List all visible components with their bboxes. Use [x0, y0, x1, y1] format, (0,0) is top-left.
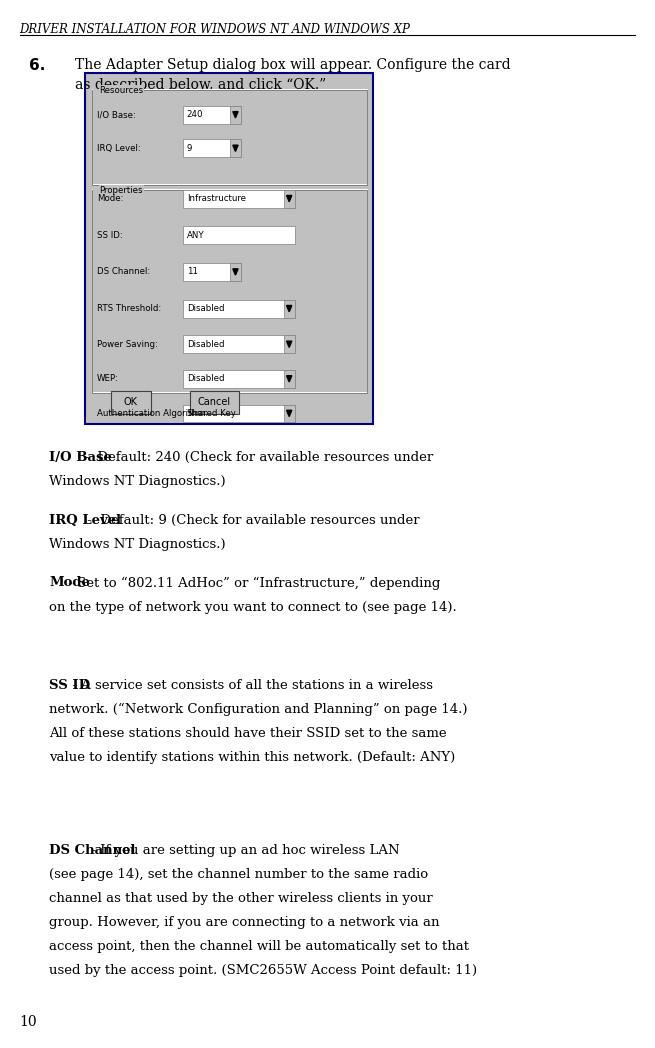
Text: - Set to “802.11 AdHoc” or “Infrastructure,” depending: - Set to “802.11 AdHoc” or “Infrastructu… [64, 576, 441, 590]
Bar [183, 370, 295, 388]
Bar [284, 370, 295, 388]
Text: group. However, if you are connecting to a network via an: group. However, if you are connecting to… [49, 916, 440, 929]
Bar [183, 335, 295, 353]
Text: 6.: 6. [29, 58, 46, 72]
Text: Mode:: Mode: [97, 194, 123, 203]
Bar [183, 405, 295, 422]
Polygon shape [287, 196, 292, 202]
Text: I/O Base:: I/O Base: [97, 110, 136, 119]
Text: as described below, and click “OK.”: as described below, and click “OK.” [75, 78, 327, 91]
Text: Power Saving:: Power Saving: [97, 340, 158, 349]
Text: Cancel: Cancel [198, 397, 231, 408]
Text: 240: 240 [187, 110, 203, 119]
Polygon shape [287, 306, 292, 312]
Text: The Adapter Setup dialog box will appear. Configure the card: The Adapter Setup dialog box will appear… [75, 58, 511, 71]
Bar [230, 139, 241, 157]
Text: DS Channel: DS Channel [49, 844, 136, 856]
Bar [230, 263, 241, 281]
Polygon shape [287, 376, 292, 383]
Bar [183, 139, 241, 157]
Text: WEP:: WEP: [97, 374, 119, 384]
Text: Shared Key: Shared Key [187, 409, 236, 418]
Text: 9: 9 [187, 144, 192, 153]
Text: RTS Threshold:: RTS Threshold: [97, 304, 161, 313]
Text: (see page 14), set the channel number to the same radio: (see page 14), set the channel number to… [49, 868, 428, 880]
Text: Disabled: Disabled [187, 374, 224, 384]
Text: Windows NT Diagnostics.): Windows NT Diagnostics.) [49, 538, 226, 550]
Polygon shape [233, 146, 238, 152]
Text: IRQ Level: IRQ Level [49, 514, 121, 526]
Text: Disabled: Disabled [187, 340, 224, 349]
Bar [190, 391, 239, 414]
Text: Resources: Resources [100, 86, 143, 95]
Text: 11: 11 [187, 267, 198, 277]
Text: - If you are setting up an ad hoc wireless LAN: - If you are setting up an ad hoc wirele… [87, 844, 400, 856]
Text: - A service set consists of all the stations in a wireless: - A service set consists of all the stat… [68, 679, 433, 692]
Text: IRQ Level:: IRQ Level: [97, 144, 141, 153]
Text: Windows NT Diagnostics.): Windows NT Diagnostics.) [49, 475, 226, 487]
Text: SS ID:: SS ID: [97, 231, 122, 240]
Text: ANY: ANY [187, 231, 204, 240]
Polygon shape [287, 342, 292, 348]
Polygon shape [233, 112, 238, 118]
Text: used by the access point. (SMC2655W Access Point default: 11): used by the access point. (SMC2655W Acce… [49, 964, 477, 977]
Text: All of these stations should have their SSID set to the same: All of these stations should have their … [49, 727, 447, 740]
Text: access point, then the channel will be automatically set to that: access point, then the channel will be a… [49, 940, 469, 953]
Bar [85, 73, 373, 424]
Bar [284, 405, 295, 422]
Text: channel as that used by the other wireless clients in your: channel as that used by the other wirele… [49, 892, 433, 904]
Text: 10: 10 [20, 1016, 37, 1029]
Bar [284, 300, 295, 318]
Bar [111, 391, 151, 414]
Bar [284, 335, 295, 353]
Polygon shape [233, 269, 238, 276]
Bar [183, 300, 295, 318]
Text: Infrastructure: Infrastructure [187, 194, 246, 203]
Text: on the type of network you want to connect to (see page 14).: on the type of network you want to conne… [49, 601, 457, 613]
Bar [284, 190, 295, 208]
Text: Authentication Algorithm:: Authentication Algorithm: [97, 409, 208, 418]
Text: -  Default: 240 (Check for available resources under: - Default: 240 (Check for available reso… [79, 451, 433, 463]
Text: value to identify stations within this network. (Default: ANY): value to identify stations within this n… [49, 751, 455, 764]
Text: SS ID: SS ID [49, 679, 90, 692]
Text: -  Default: 9 (Check for available resources under: - Default: 9 (Check for available resour… [83, 514, 420, 526]
Text: network. (“Network Configuration and Planning” on page 14.): network. (“Network Configuration and Pla… [49, 703, 468, 717]
Text: DS Channel:: DS Channel: [97, 267, 150, 277]
Text: Properties: Properties [100, 185, 143, 195]
Bar [183, 263, 241, 281]
Text: I/O Base: I/O Base [49, 451, 112, 463]
Text: DRIVER INSTALLATION FOR WINDOWS NT AND WINDOWS XP: DRIVER INSTALLATION FOR WINDOWS NT AND W… [20, 23, 411, 36]
Text: Disabled: Disabled [187, 304, 224, 313]
Bar [183, 106, 241, 124]
Text: OK: OK [124, 397, 138, 408]
Bar [183, 190, 295, 208]
Text: Mode: Mode [49, 576, 90, 589]
Bar [183, 226, 295, 244]
Polygon shape [287, 411, 292, 417]
Bar [230, 106, 241, 124]
